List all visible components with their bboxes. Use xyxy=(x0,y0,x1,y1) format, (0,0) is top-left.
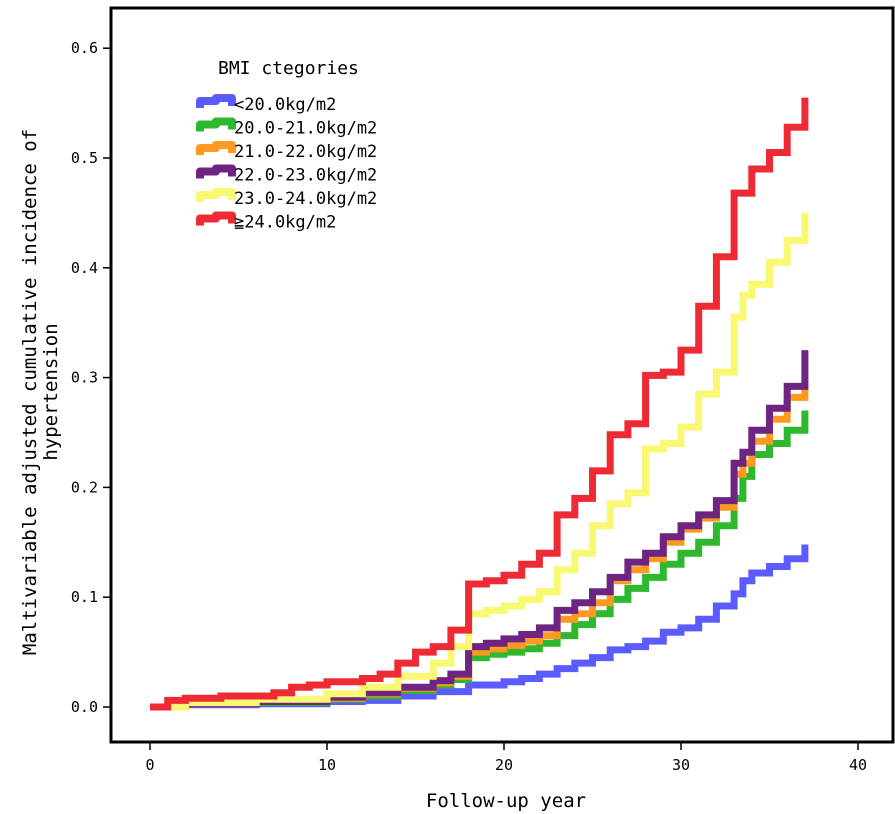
legend-label: ≧24.0kg/m2 xyxy=(234,213,336,233)
legend-label: 22.0-23.0kg/m2 xyxy=(234,166,377,186)
legend-label: <20.0kg/m2 xyxy=(234,95,336,115)
plot-frame xyxy=(109,6,895,744)
legend-swatch xyxy=(196,211,236,226)
x-axis-title: Follow-up year xyxy=(426,790,586,812)
legend-swatch xyxy=(196,188,236,202)
y-tick-label: 0.6 xyxy=(71,39,98,57)
x-tick-label: 0 xyxy=(145,756,154,774)
y-axis-title: Maltivariable adjusted cumulative incide… xyxy=(19,129,62,655)
series-lines xyxy=(150,97,809,711)
x-tick-label: 20 xyxy=(495,756,513,774)
series-line xyxy=(150,212,809,711)
legend-swatch xyxy=(196,164,236,179)
legend-label: 20.0-21.0kg/m2 xyxy=(234,119,377,139)
legend-title: BMI ctegories xyxy=(218,58,359,79)
y-tick-label: 0.3 xyxy=(71,369,98,387)
x-tick-label: 30 xyxy=(672,756,690,774)
legend-swatch xyxy=(196,94,236,108)
series-line xyxy=(150,544,809,711)
y-axis: 0.0 0.1 0.2 0.3 0.4 0.5 0.6 xyxy=(71,39,111,716)
legend: BMI ctegories <20.0kg/m2 20.0-21.0kg/m2 21… xyxy=(196,58,377,233)
legend-label: 21.0-22.0kg/m2 xyxy=(234,142,377,162)
y-tick-label: 0.5 xyxy=(71,149,98,167)
series-line xyxy=(150,410,809,711)
x-tick-label: 10 xyxy=(318,756,336,774)
legend-swatch xyxy=(196,141,236,155)
y-tick-label: 0.2 xyxy=(71,478,98,496)
y-tick-label: 0.1 xyxy=(71,588,98,606)
y-axis-title-line-1: Maltivariable adjusted cumulative incide… xyxy=(19,129,41,655)
legend-swatch xyxy=(196,117,236,132)
x-tick-label: 40 xyxy=(849,756,867,774)
x-axis: 0 10 20 30 40 xyxy=(145,742,867,774)
y-tick-label: 0.0 xyxy=(71,698,98,716)
y-tick-label: 0.4 xyxy=(71,259,98,277)
legend-label: 23.0-24.0kg/m2 xyxy=(234,189,377,209)
series-line xyxy=(150,97,809,711)
y-axis-title-line-2: hypertension xyxy=(40,323,62,460)
